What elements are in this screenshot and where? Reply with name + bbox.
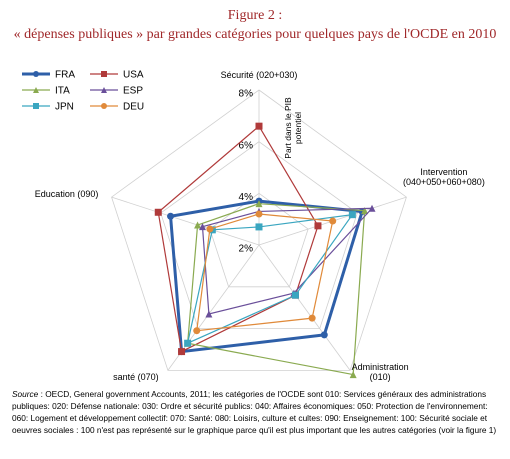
marker — [320, 331, 328, 339]
marker — [206, 225, 214, 233]
marker — [291, 291, 299, 299]
chart-title: Figure 2 : — [227, 8, 283, 23]
r-tick-label: 4% — [239, 192, 254, 203]
r-tick-label: 6% — [239, 140, 254, 151]
legend-label: JPN — [55, 102, 74, 113]
grid-ring — [111, 89, 407, 371]
source-label: Source — [12, 389, 39, 399]
marker — [184, 339, 192, 347]
grid-ring — [160, 141, 358, 329]
marker — [329, 217, 337, 225]
radial-axis-label: Part dans le PIB potentiel — [283, 97, 303, 159]
marker — [308, 314, 316, 322]
r-tick-label: 2% — [239, 244, 254, 255]
series-line — [186, 213, 354, 345]
category-label: Education (090) — [34, 189, 99, 200]
chart: 2% 4% 6% 8% FRA USA ITA ESP JPN DEU — [22, 70, 407, 379]
marker — [205, 310, 213, 318]
legend-label: DEU — [123, 102, 144, 113]
marker — [198, 223, 206, 231]
category-label: santé (070) — [113, 372, 159, 383]
marker — [349, 371, 357, 379]
marker — [33, 71, 39, 77]
marker — [255, 210, 263, 218]
legend-label: USA — [123, 70, 144, 81]
marker — [255, 200, 263, 208]
marker — [194, 221, 202, 229]
marker — [101, 87, 107, 93]
source-text: : OECD, General government Accounts, 201… — [12, 389, 497, 435]
marker — [101, 103, 107, 109]
marker — [348, 211, 356, 219]
chart-subtitle: « dépenses publiques » par grandes catég… — [13, 27, 497, 42]
marker — [368, 204, 376, 212]
category-label: Intervention (040+050+060+080) — [402, 167, 485, 188]
series-line — [157, 125, 319, 353]
legend-label: ITA — [55, 86, 70, 97]
source-note: Source : OECD, General government Accoun… — [12, 388, 502, 436]
category-label: Sécurité (020+030) — [220, 70, 298, 80]
grid-ring — [209, 192, 309, 288]
marker — [255, 122, 263, 130]
marker — [178, 348, 186, 356]
legend-label: FRA — [55, 70, 75, 81]
marker — [167, 212, 175, 220]
marker — [33, 103, 39, 109]
marker — [193, 327, 201, 335]
spoke — [111, 196, 260, 246]
marker — [314, 222, 322, 230]
series-line — [201, 207, 374, 315]
category-label: Administration (010) — [351, 362, 409, 383]
marker — [154, 208, 162, 216]
marker — [255, 223, 263, 231]
series-line — [196, 213, 334, 332]
spoke — [258, 244, 351, 371]
r-tick-label: 8% — [239, 89, 254, 100]
legend-label: ESP — [123, 86, 143, 97]
marker — [101, 71, 107, 77]
marker — [361, 207, 369, 215]
marker — [33, 87, 39, 93]
